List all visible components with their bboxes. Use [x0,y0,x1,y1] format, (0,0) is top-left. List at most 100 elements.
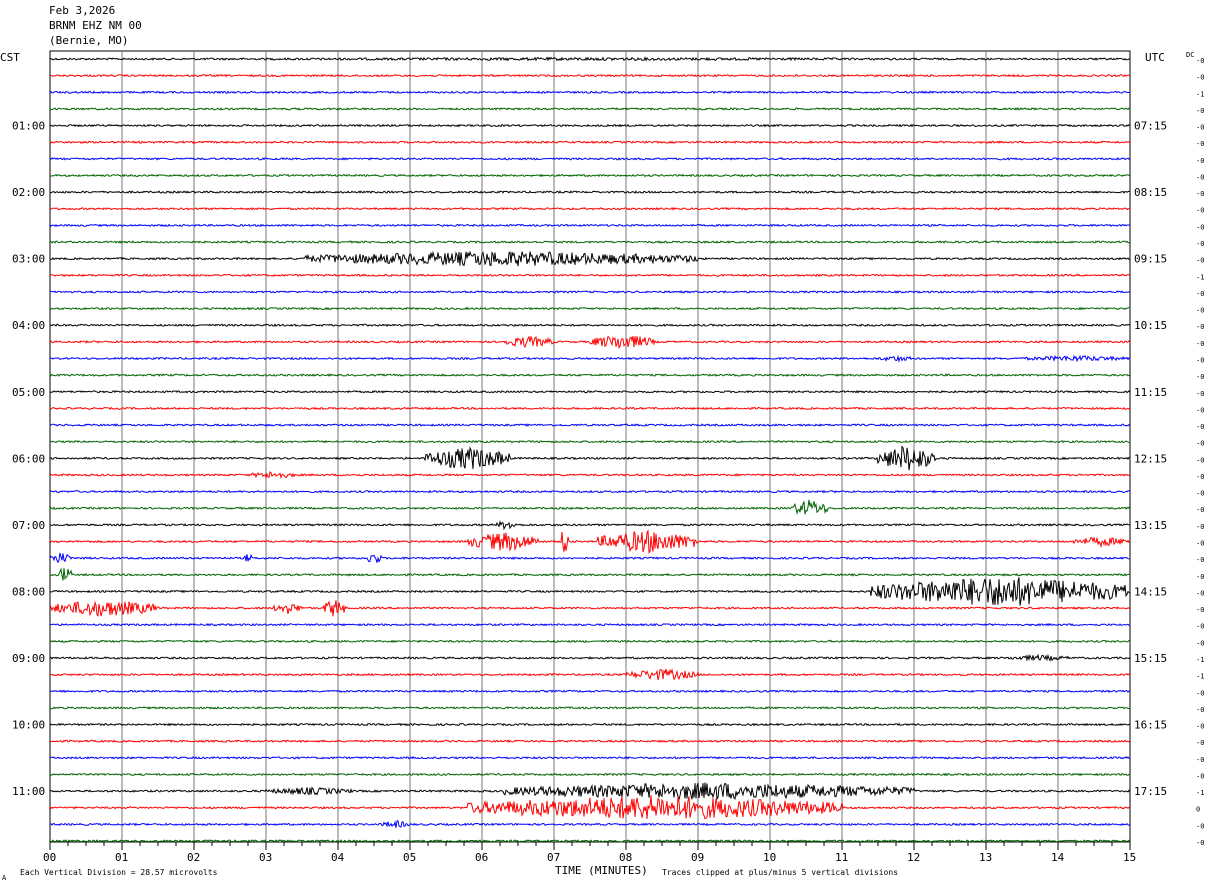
station-code: BRNM EHZ NM 00 [49,19,142,32]
trace-line [49,373,1131,378]
seismic-traces [49,56,1131,843]
hour-label-right: 15:15 [1134,652,1167,665]
trace-line [49,206,1131,211]
x-tick-label: 06 [475,851,488,864]
trace-line [49,489,1131,494]
trace-line [49,795,1131,820]
x-tick-label: 02 [187,851,200,864]
dc-offset-value: 0 [1196,806,1200,814]
trace-line [49,439,1131,444]
dc-offset-value: -0 [1196,606,1204,614]
dc-offset-value: -0 [1196,506,1204,514]
scale-note: Each Vertical Division = 28.57 microvolt… [20,868,218,877]
dc-offset-value: -0 [1196,223,1204,231]
trace-line [49,653,1131,662]
station-location: (Bernie, MO) [49,34,129,47]
trace-line [49,529,1131,554]
x-tick-label: 01 [115,851,128,864]
dc-offset-value: -0 [1196,423,1204,431]
dc-offset-value: -0 [1196,107,1204,115]
trace-line [49,782,1131,801]
minute-gridlines [49,50,1131,843]
hour-label-left: 07:00 [12,519,45,532]
x-tick-label: 04 [331,851,345,864]
trace-line [49,156,1131,161]
hour-label-left: 01:00 [12,120,45,133]
trace-line [50,250,1131,267]
hour-label-left: 05:00 [12,386,45,399]
x-tick-label: 15 [1123,851,1136,864]
trace-line [49,123,1131,128]
dc-offset-value: -1 [1196,90,1204,98]
dc-offset-value: -0 [1196,556,1204,564]
trace-line [49,706,1131,710]
dc-offset-value: -0 [1196,573,1204,581]
dc-offset-value: -0 [1196,140,1204,148]
x-tick-label: 07 [547,851,560,864]
dc-offset-value: -0 [1196,739,1204,747]
dc-offset-value: -0 [1196,540,1204,548]
dc-offset-value: -1 [1196,273,1204,281]
x-tick-label: 10 [763,851,776,864]
x-tick-label: 03 [259,851,272,864]
trace-line [49,471,1131,480]
hour-label-left: 06:00 [12,452,45,465]
trace-line [49,423,1131,427]
dc-offset-value: -0 [1196,340,1204,348]
dc-offset-value: -0 [1196,822,1204,830]
plot-frame [49,50,1131,843]
dc-offset-value: -0 [1196,523,1204,531]
dc-offset-value: -0 [1196,207,1204,215]
trace-line [49,567,1131,581]
trace-line [49,722,1131,727]
dc-offset-value: -0 [1196,772,1204,780]
trace-line [49,639,1131,644]
dc-offset-value: -0 [1196,839,1204,847]
dc-offset-value: -0 [1196,390,1204,398]
clip-note: Traces clipped at plus/minus 5 vertical … [662,868,898,877]
trace-line [49,290,1131,294]
trace-line [49,240,1131,244]
dc-offset-value: -0 [1196,689,1204,697]
hour-label-right: 17:15 [1134,785,1167,798]
x-tick-label: 13 [979,851,992,864]
dc-offset-value: -0 [1196,473,1204,481]
trace-line [49,335,1131,349]
right-timezone-label: UTC [1145,51,1165,64]
dc-offset-value: -0 [1196,589,1204,597]
dc-offset-value: -0 [1196,157,1204,165]
hour-label-left: 10:00 [12,719,45,732]
dc-offset-value: -0 [1196,240,1204,248]
dc-offset-value: -0 [1196,74,1204,82]
dc-offset-value: -0 [1196,257,1204,265]
dc-offset-value: -0 [1196,756,1204,764]
hour-label-left: 02:00 [12,186,45,199]
dc-offset-value: -1 [1196,656,1204,664]
hour-label-left: 08:00 [12,585,45,598]
trace-line [49,354,1131,363]
trace-line [49,839,1131,843]
dc-offset-value: -0 [1196,373,1204,381]
station-date: Feb 3,2026 [49,4,116,17]
corner-mark: A [2,874,7,882]
trace-line [49,389,1131,394]
hour-label-right: 13:15 [1134,519,1167,532]
dc-offset-value: -0 [1196,706,1204,714]
trace-line [49,820,1131,828]
x-tick-label: 12 [907,851,920,864]
trace-line [49,577,1131,606]
dc-offset-value: -0 [1196,290,1204,298]
hour-label-left: 11:00 [12,785,45,798]
trace-line [49,739,1131,744]
dc-offset-value: -0 [1196,490,1204,498]
trace-line [49,772,1131,777]
dc-offset-value: -0 [1196,623,1204,631]
x-tick-label: 14 [1051,851,1065,864]
trace-line [49,273,1131,278]
dc-offset-value: -0 [1196,406,1204,414]
hour-label-left: 03:00 [12,253,45,266]
dc-offset-value: -1 [1196,789,1204,797]
x-tick-label: 00 [43,851,56,864]
trace-line [49,306,1131,311]
